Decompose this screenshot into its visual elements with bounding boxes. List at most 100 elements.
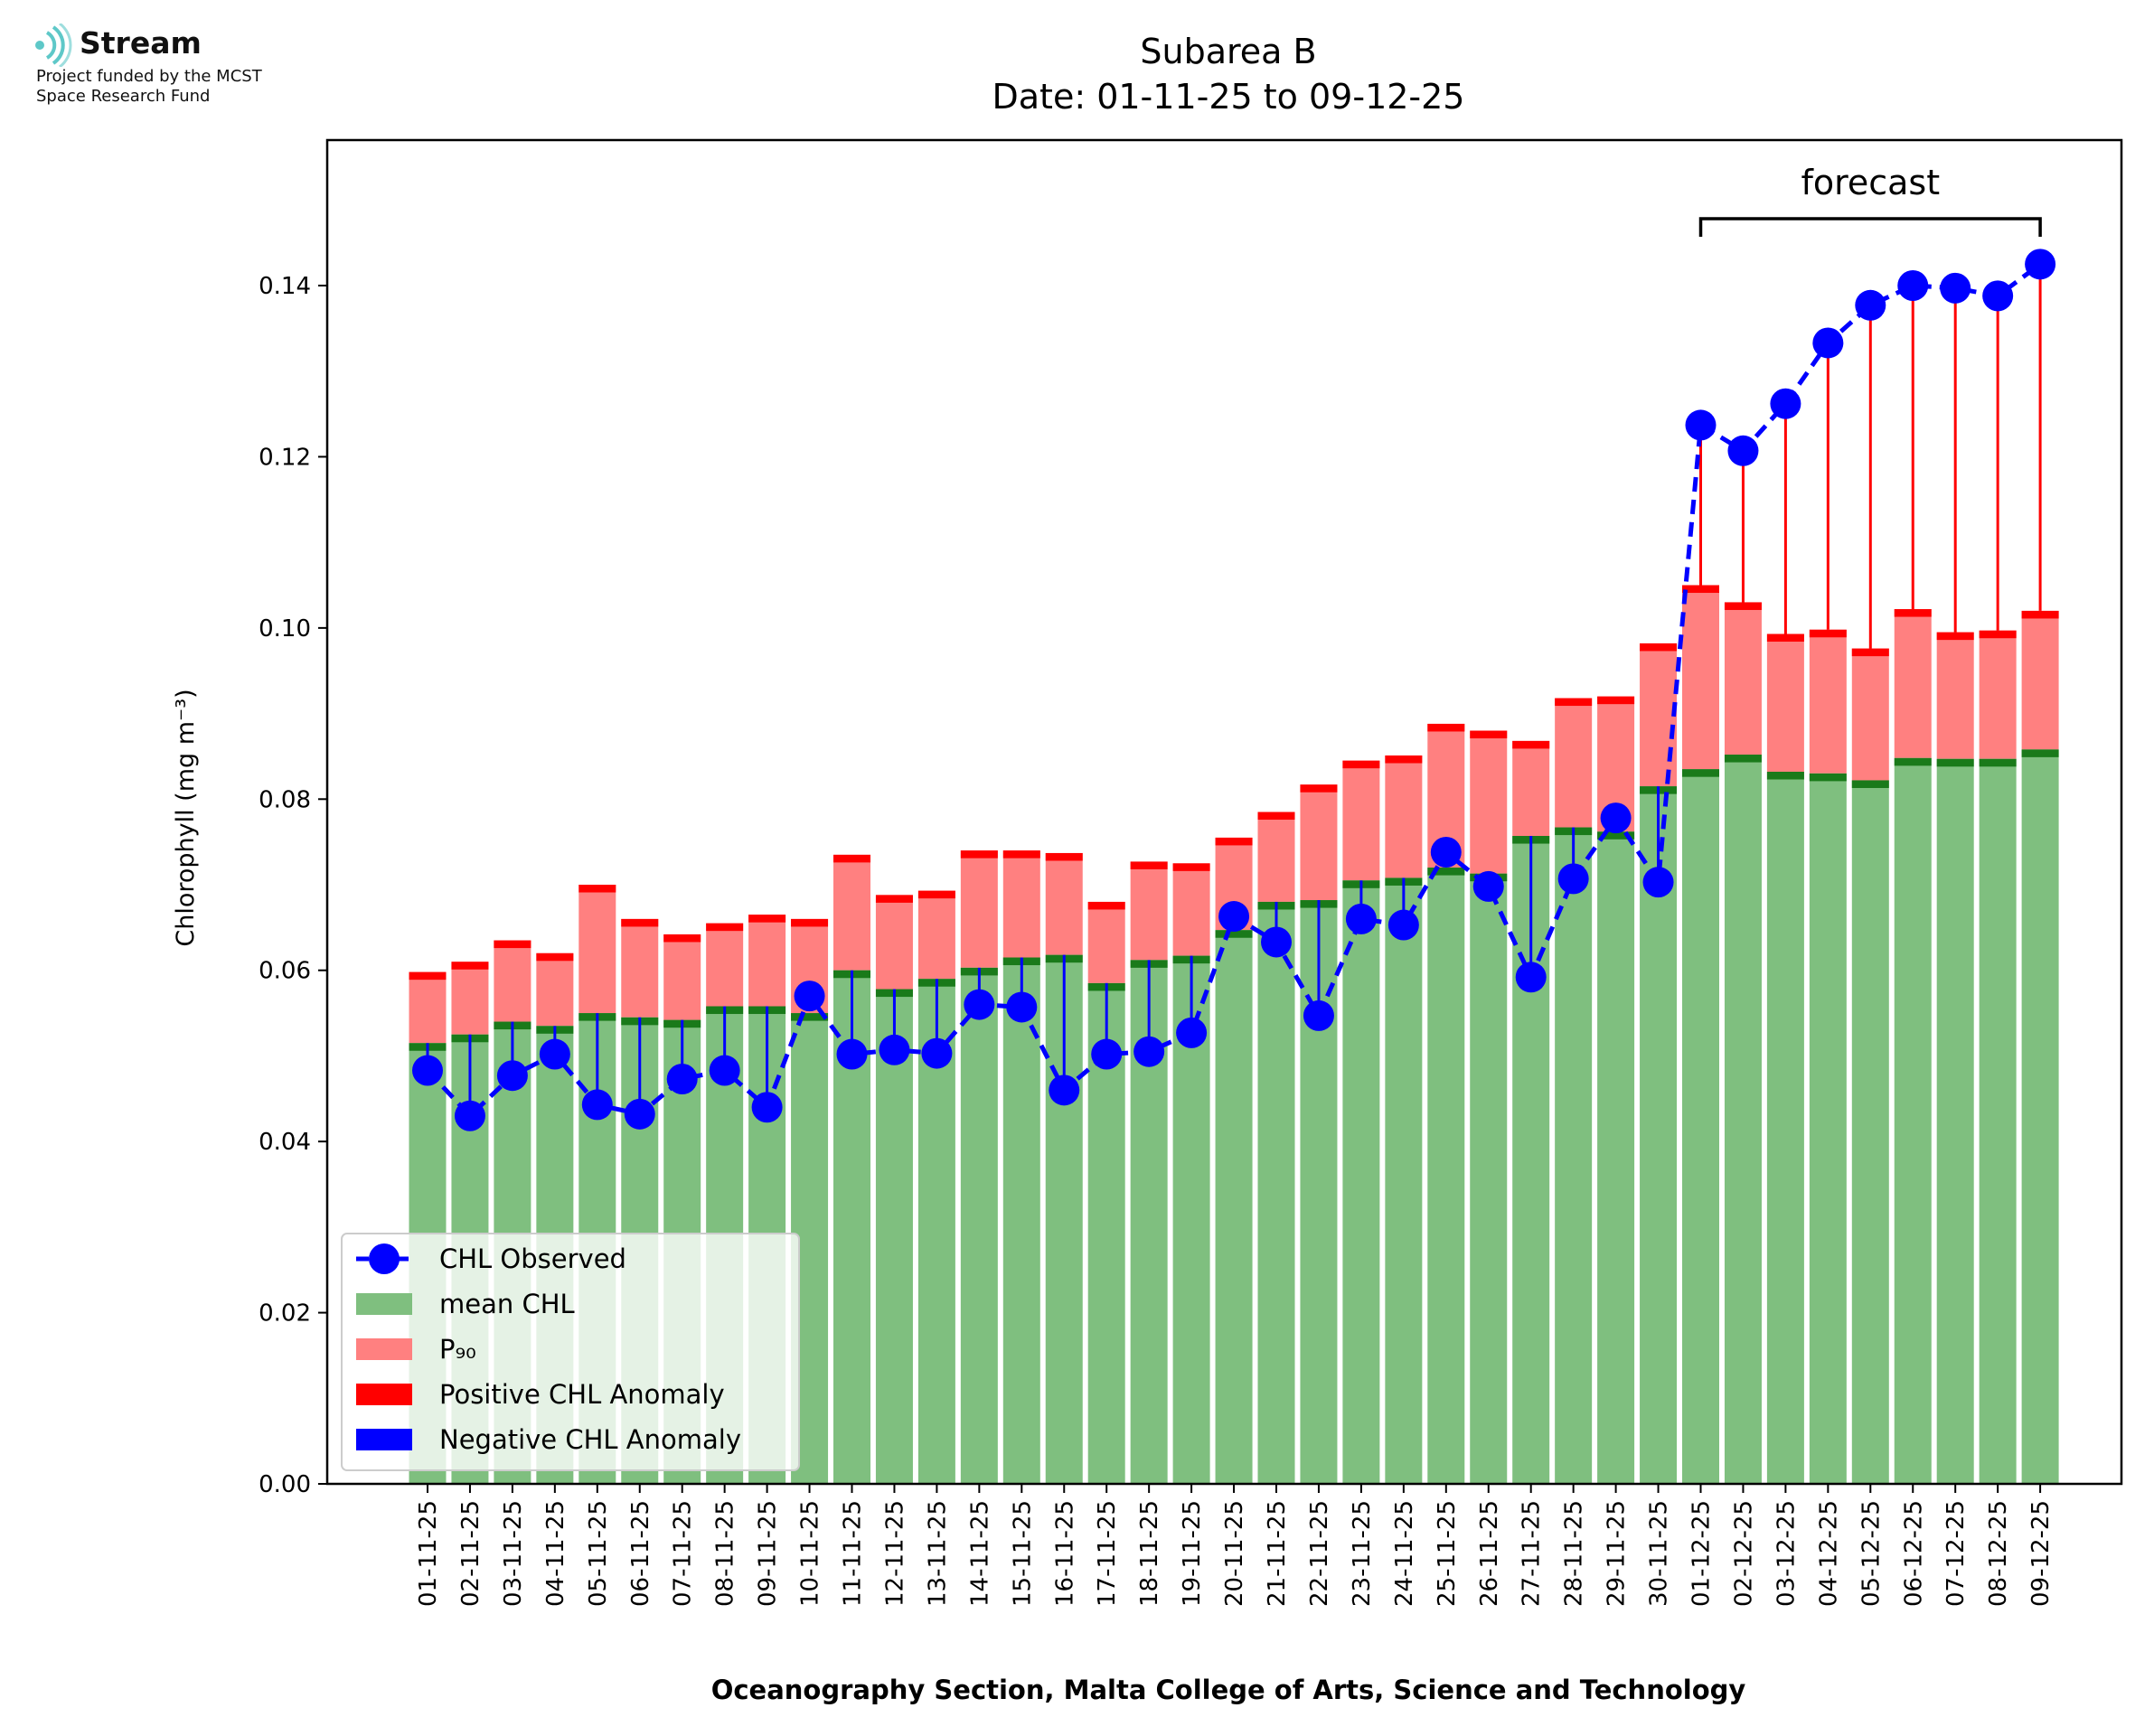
- mean-bar-edge: [1215, 930, 1253, 938]
- p90-bar-edge: [621, 918, 659, 927]
- plot-frame: [325, 138, 2123, 1486]
- observed-point: [666, 1064, 698, 1095]
- x-tick-label: 11-11-25: [840, 1500, 867, 1607]
- observed-point: [1897, 270, 1929, 302]
- observed-point: [1091, 1038, 1123, 1070]
- x-tick-label: 04-12-25: [1815, 1500, 1842, 1607]
- p90-bar-edge: [2021, 610, 2059, 619]
- mean-bar: [1385, 877, 1423, 1484]
- x-tick-label: 24-11-25: [1391, 1500, 1418, 1607]
- observed-point: [1982, 280, 2014, 312]
- p90-bar: [494, 940, 531, 1022]
- legend-observed-marker: [369, 1243, 400, 1274]
- p90-bar-edge: [1724, 602, 1762, 610]
- observed-point: [1472, 870, 1504, 902]
- x-tick-label: 07-11-25: [670, 1500, 697, 1607]
- p90-bar-edge: [536, 952, 574, 962]
- p90-bar-edge: [578, 885, 616, 893]
- observed-point: [751, 1092, 783, 1123]
- x-tick-label: 16-11-25: [1051, 1500, 1078, 1607]
- observed-point: [1557, 863, 1589, 895]
- p90-bar: [451, 962, 489, 1035]
- y-tick-label: 0.00: [259, 1471, 311, 1498]
- logo-subtitle-line1: Project funded by the MCST: [36, 67, 262, 86]
- mean-bar-edge: [1682, 769, 1719, 777]
- forecast-bracket-line: [1698, 217, 2042, 237]
- x-tick-label: 07-12-25: [1942, 1500, 1970, 1607]
- observed-point: [1940, 272, 1971, 304]
- axes-layer: 0.00 0.02 0.04 0.06 0.08 0.10 0.12 0.14 01-11-25…: [259, 138, 2123, 1607]
- legend-label: P₉₀: [439, 1334, 476, 1365]
- legend-label: Negative CHL Anomaly: [439, 1424, 741, 1455]
- mean-bar: [1470, 873, 1508, 1484]
- p90-bar-edge: [1979, 630, 2017, 639]
- x-tick-label: 23-11-25: [1349, 1500, 1376, 1607]
- p90-bar: [1851, 648, 1889, 781]
- x-tick-label: 30-11-25: [1646, 1500, 1673, 1607]
- observed-point: [1642, 867, 1674, 898]
- chart-subtitle: Date: 01-11-25 to 09-12-25: [992, 77, 1465, 117]
- p90-bar-edge: [1087, 901, 1125, 910]
- p90-bar-edge: [1045, 852, 1083, 861]
- p90-bar: [1809, 629, 1847, 774]
- observed-layer: [412, 249, 2056, 1131]
- observed-point: [1430, 837, 1462, 868]
- x-tick-label: 28-11-25: [1561, 1500, 1588, 1607]
- p90-bar: [960, 850, 998, 968]
- observed-point: [2025, 249, 2056, 280]
- x-tick-label: 03-11-25: [500, 1500, 527, 1607]
- x-tick-label: 26-11-25: [1476, 1500, 1503, 1607]
- observed-point: [964, 989, 995, 1020]
- x-tick-label: 21-11-25: [1264, 1500, 1291, 1607]
- mean-bar-edge: [2021, 749, 2059, 757]
- p90-bar-edge: [1385, 755, 1423, 764]
- observed-point: [836, 1038, 868, 1070]
- observed-point: [1218, 901, 1250, 933]
- mean-bar: [1979, 758, 2017, 1484]
- y-tick-label: 0.14: [259, 273, 311, 300]
- legend-label: Positive CHL Anomaly: [439, 1379, 725, 1410]
- mean-bar-edge: [1979, 758, 2017, 767]
- x-tick-label: 17-11-25: [1094, 1500, 1121, 1607]
- observed-point: [1727, 435, 1759, 466]
- observed-point: [581, 1089, 613, 1121]
- x-tick-label: 12-11-25: [881, 1500, 908, 1607]
- legend-swatch: [356, 1429, 412, 1450]
- mean-bar-edge: [1766, 771, 1804, 780]
- forecast-bracket: forecast: [1698, 163, 2042, 237]
- mean-bar: [1215, 930, 1253, 1484]
- p90-bar-edge: [1130, 861, 1168, 869]
- p90-bar: [917, 890, 955, 980]
- p90-bar-edge: [917, 890, 955, 899]
- p90-bar-edge: [494, 940, 531, 949]
- p90-bar-edge: [706, 923, 744, 932]
- x-tick-label: 19-11-25: [1179, 1500, 1206, 1607]
- x-tick-label: 04-11-25: [542, 1500, 569, 1607]
- x-tick-label: 01-11-25: [415, 1500, 442, 1607]
- observed-point: [1855, 289, 1886, 321]
- p90-bar: [1894, 609, 1932, 758]
- p90-bar-edge: [833, 854, 870, 863]
- y-tick-label: 0.06: [259, 958, 311, 985]
- x-tick-label: 29-11-25: [1604, 1500, 1631, 1607]
- p90-bar: [1130, 861, 1168, 961]
- mean-bar: [1640, 786, 1678, 1484]
- y-tick-label: 0.04: [259, 1129, 311, 1156]
- observed-point: [1303, 999, 1334, 1031]
- mean-bar: [1555, 827, 1593, 1484]
- x-tick-label: 06-12-25: [1900, 1500, 1927, 1607]
- x-tick-label: 18-11-25: [1136, 1500, 1163, 1607]
- p90-bar: [1682, 585, 1719, 770]
- legend-label: CHL Observed: [439, 1243, 626, 1274]
- observed-point: [1600, 802, 1632, 834]
- y-tick-label: 0.02: [259, 1300, 311, 1328]
- p90-bar: [1257, 812, 1295, 902]
- p90-bar-edge: [1597, 696, 1635, 705]
- p90-bar-edge: [1809, 629, 1847, 638]
- x-tick-label: 02-11-25: [457, 1500, 484, 1607]
- x-tick-label: 09-11-25: [755, 1500, 782, 1607]
- x-tick-label: 02-12-25: [1730, 1500, 1757, 1607]
- observed-point: [1006, 991, 1038, 1023]
- p90-bar: [1766, 633, 1804, 772]
- mean-bar: [2021, 749, 2059, 1484]
